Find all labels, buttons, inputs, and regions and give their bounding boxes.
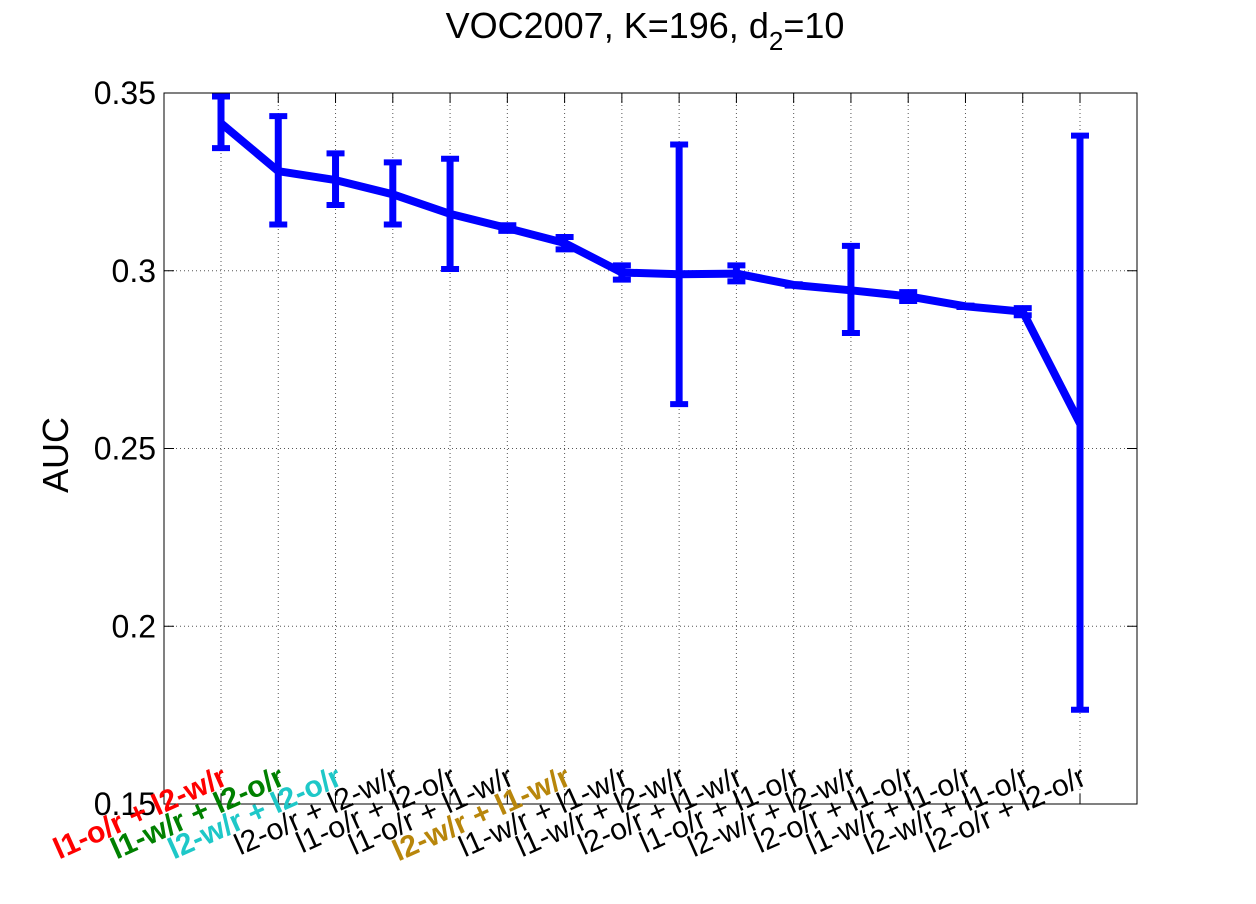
y-tick-label: 0.2 <box>112 608 156 644</box>
series-group <box>212 93 1089 713</box>
y-tick-label: 0.25 <box>94 431 156 467</box>
chart-title-prefix: VOC2007, K=196, d <box>446 5 769 46</box>
x-axis-tick-labels: l1-o/r + l2-w/rl1-w/r + l2-o/rl2-w/r + l… <box>49 760 1091 868</box>
y-tick-label: 0.3 <box>112 253 156 289</box>
plot-area <box>164 93 1137 804</box>
chart-title-subscript: 2 <box>769 26 783 56</box>
y-tick-label: 0.35 <box>94 75 156 111</box>
y-axis-label: AUC <box>35 417 76 493</box>
y-tick-label: 0.15 <box>94 786 156 822</box>
x-axis-ticks <box>220 93 1081 804</box>
chart-title: VOC2007, K=196, d2=10 <box>446 5 845 56</box>
chart-title-suffix: =10 <box>783 5 844 46</box>
series-line <box>218 120 1084 426</box>
y-axis-ticks: 0.15 0.2 0.25 0.3 0.35 <box>94 75 1137 822</box>
